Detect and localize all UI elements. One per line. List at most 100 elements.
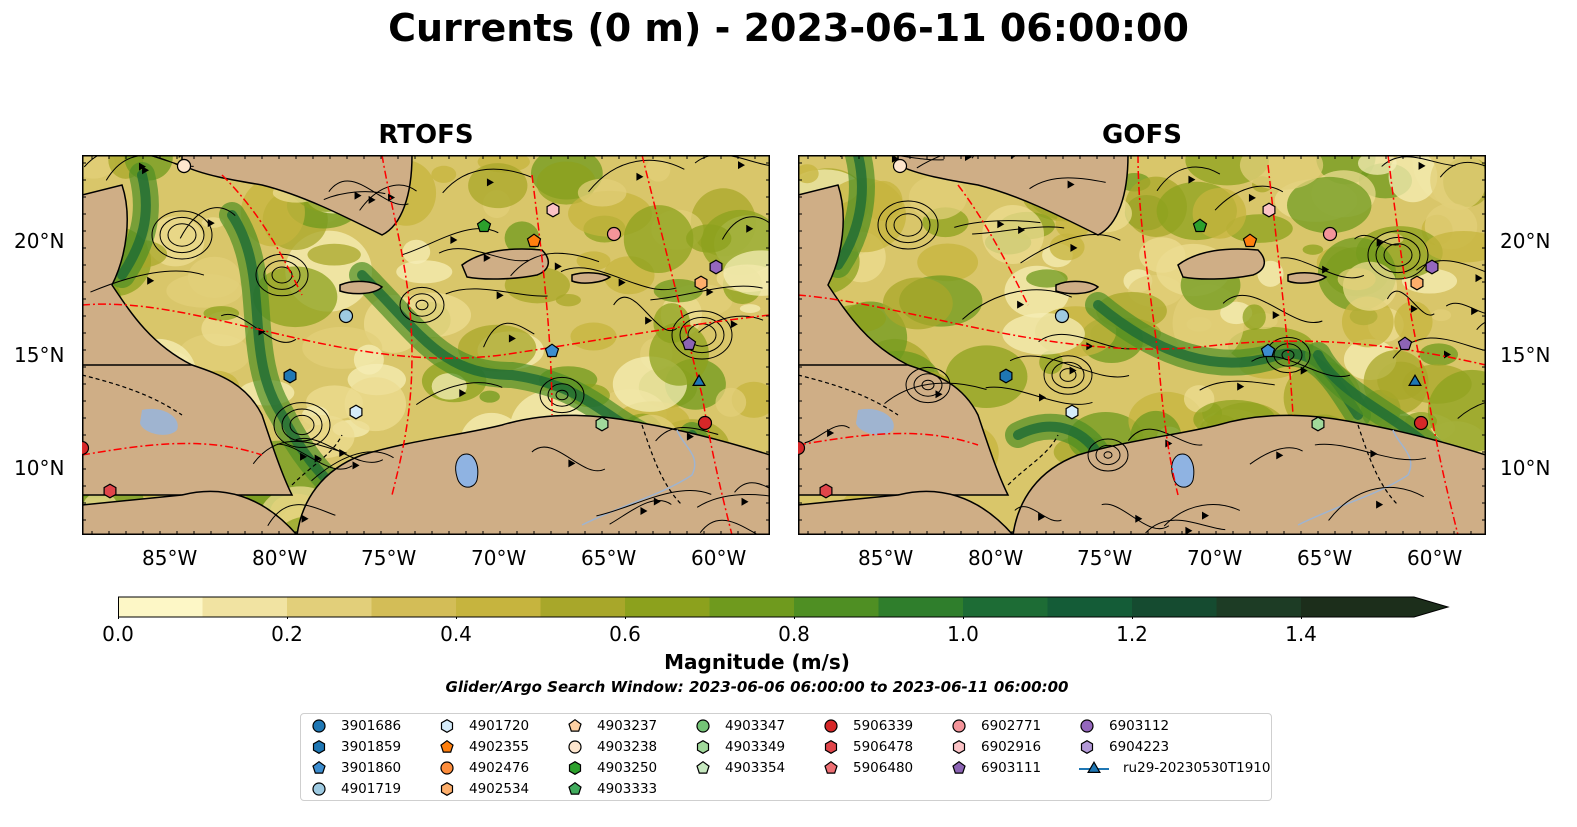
legend-label: 6903111 [981, 760, 1042, 776]
legend-item: 6904223 [1079, 737, 1169, 757]
legend-label: 5906339 [853, 718, 914, 734]
land-mass [461, 248, 549, 280]
streamline [442, 168, 532, 194]
speed-patch [307, 243, 361, 266]
streamline-arrow [368, 195, 376, 204]
speed-patch [1430, 155, 1486, 211]
streamline [916, 155, 945, 169]
legend-item: 3901859 [311, 737, 401, 757]
legend-marker-icon [1080, 719, 1094, 733]
colorbar-segment [456, 597, 541, 617]
float-marker [1192, 218, 1208, 233]
eddy-streamline [1087, 438, 1129, 472]
colorbar-segment [963, 597, 1048, 617]
land-mass [82, 490, 298, 535]
legend-label: 3901860 [341, 760, 402, 776]
streamline [721, 216, 770, 240]
legend-marker [312, 782, 326, 796]
streamline-arrow [730, 320, 738, 329]
streamline [839, 155, 944, 161]
legend-item: 5906480 [823, 758, 913, 778]
speed-patch [468, 163, 528, 209]
streamline [696, 494, 770, 508]
lon-tick-label: 85°W [142, 546, 198, 570]
speed-patch [798, 164, 819, 184]
land-mass [897, 155, 1129, 236]
speed-patch [882, 277, 953, 330]
colorbar-segment [1047, 597, 1133, 617]
lat-tick-label: 15°N [1500, 343, 1551, 367]
streamline [985, 386, 1093, 405]
legend-marker-icon [1079, 761, 1109, 773]
legend-item: 4903347 [695, 716, 785, 736]
ssh-contour [957, 184, 1029, 306]
float-marker [1065, 404, 1079, 420]
float-marker [1054, 308, 1070, 324]
land-mass [1055, 280, 1100, 295]
speed-patch [1287, 176, 1372, 234]
lake [856, 408, 894, 435]
speed-patch [1002, 312, 1085, 355]
streamline [699, 519, 760, 535]
streamline-arrow [1185, 526, 1193, 535]
streamline [445, 288, 548, 297]
eddy-streamline [407, 293, 437, 317]
legend-label: 4903354 [725, 760, 786, 776]
streamline [1156, 166, 1221, 192]
legend-marker [312, 719, 326, 733]
map-frame [82, 155, 770, 535]
current-core [833, 155, 867, 270]
streamline [1199, 380, 1275, 391]
lat-tick-label: 20°N [14, 229, 65, 253]
streamline-arrow [300, 452, 308, 461]
legend-marker [824, 740, 838, 754]
land-mass [1012, 414, 1486, 535]
map-frame [798, 155, 1486, 535]
streamline [1476, 321, 1486, 330]
streamline-arrow [738, 161, 746, 170]
streamline [328, 180, 409, 206]
eddy-streamline [151, 210, 213, 260]
colorbar-segment [709, 597, 795, 617]
legend-marker [696, 719, 710, 733]
legend-label: 6904223 [1109, 739, 1170, 755]
speed-patch [201, 311, 249, 347]
legend-item: 5906478 [823, 737, 913, 757]
streamline-arrow [483, 253, 491, 262]
streamline-arrow [1086, 342, 1094, 351]
streamline-arrow [686, 432, 694, 441]
streamline-arrow [746, 224, 754, 233]
streamline [179, 207, 236, 239]
streamline [588, 159, 685, 192]
legend-marker [952, 760, 966, 774]
streamline [655, 426, 719, 442]
streamline [1457, 401, 1486, 419]
streamline-arrow [142, 166, 150, 175]
colorbar [118, 596, 1450, 619]
legend-marker [440, 739, 454, 753]
float-marker [595, 416, 609, 432]
legend-marker [824, 760, 838, 774]
legend-label: 5906478 [853, 739, 914, 755]
ssh-contour [381, 155, 413, 496]
speed-patch [187, 256, 241, 299]
eddy-streamline [539, 376, 585, 414]
eddy-streamline [289, 414, 315, 436]
land-mass [798, 364, 1010, 496]
streamline-arrow [645, 316, 653, 325]
lon-tick-label: 60°W [1407, 546, 1463, 570]
eddy-streamline [263, 260, 301, 290]
speed-patch [570, 322, 617, 351]
eddy-streamline [273, 402, 331, 448]
float-marker [798, 440, 806, 456]
streamline [698, 315, 764, 333]
colorbar-tick-label: 1.0 [947, 622, 979, 646]
streamline [1386, 290, 1435, 316]
legend-marker-icon [952, 740, 966, 754]
float-marker [697, 415, 713, 431]
colorbar-segment [202, 597, 288, 617]
streamline-arrow [1370, 449, 1378, 458]
eddy-streamline [671, 310, 733, 360]
legend-item: 6903112 [1079, 716, 1169, 736]
colorbar-segment [794, 597, 879, 617]
